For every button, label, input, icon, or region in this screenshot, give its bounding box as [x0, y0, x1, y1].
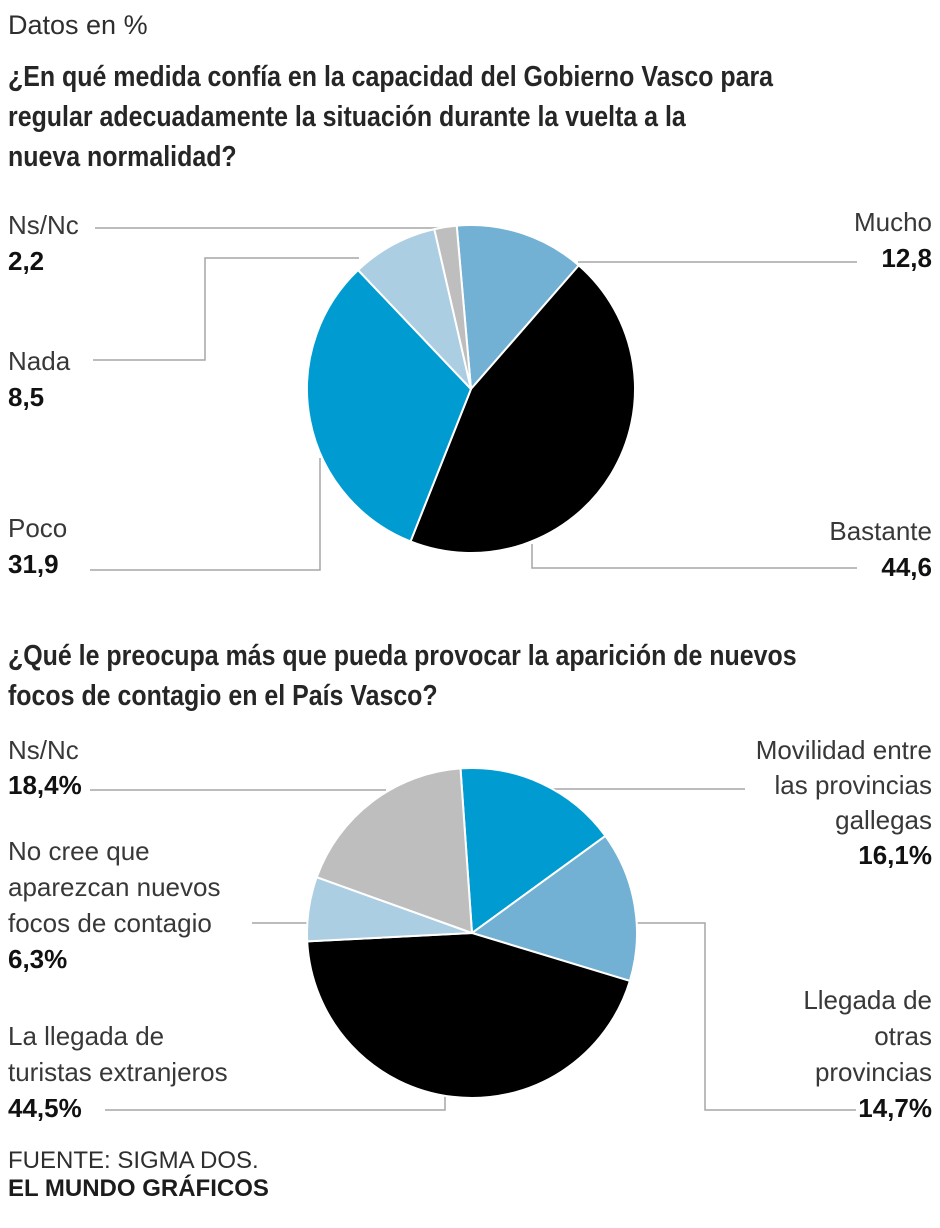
pie1-label-bastante: Bastante 44,6 — [829, 513, 932, 585]
pie-chart-2 — [305, 767, 638, 1100]
pie1-label-nada-name: Nada — [8, 346, 71, 376]
pie2-label-nsnc: Ns/Nc 18,4% — [8, 733, 82, 803]
pie1-label-poco-value: 31,9 — [8, 549, 59, 579]
pie-slice-la-llegada-de — [306, 932, 631, 1100]
pie1-label-nsnc-value: 2,2 — [8, 246, 45, 276]
source-credit: FUENTE: SIGMA DOS. EL MUNDO GRÁFICOS — [8, 1147, 269, 1203]
pie-slice-movilidad-entre — [459, 767, 607, 934]
leader-line-llegada — [637, 922, 856, 1111]
pie-slice-bastante — [409, 264, 636, 554]
pie1-label-nada: Nada 8,5 — [8, 343, 70, 415]
leader-line-turistas — [105, 1092, 446, 1111]
pie-chart-1 — [306, 224, 636, 554]
pie-slice-ns-nc — [433, 224, 472, 390]
pie2-label-nocree-name: No cree que aparezcan nuevos focos de co… — [8, 836, 221, 938]
pie1-label-mucho: Mucho 12,8 — [854, 204, 932, 276]
pie2-label-nocree-value: 6,3% — [8, 944, 68, 974]
pie1-label-poco: Poco 31,9 — [8, 510, 67, 582]
leader-line-poco — [90, 458, 321, 571]
pie1-label-bastante-name: Bastante — [829, 516, 932, 546]
pie2-label-nsnc-value: 18,4% — [8, 770, 82, 800]
source-brand: EL MUNDO GRÁFICOS — [8, 1175, 269, 1202]
units-note: Datos en % — [8, 10, 148, 40]
pie-slice-mucho — [455, 224, 580, 390]
pie1-label-mucho-value: 12,8 — [881, 243, 932, 273]
pie2-label-turistas: La llegada de turistas extranjeros 44,5% — [8, 1018, 228, 1126]
pie2-label-turistas-name: La llegada de turistas extranjeros — [8, 1021, 228, 1087]
leader-line-nada — [93, 257, 359, 361]
pie1-label-bastante-value: 44,6 — [881, 552, 932, 582]
pie-slice-poco — [306, 269, 472, 543]
leader-line-bastante — [531, 544, 857, 569]
pie1-label-mucho-name: Mucho — [853, 207, 932, 237]
pie1-label-nsnc: Ns/Nc 2,2 — [8, 207, 79, 279]
pie1-label-nada-value: 8,5 — [8, 382, 45, 412]
pie2-label-turistas-value: 44,5% — [8, 1093, 82, 1123]
pie2-label-movilidad-name: Movilidad entre las provincias gallegas — [755, 735, 932, 835]
pie-slice-ns-nc — [315, 767, 473, 934]
pie1-label-nsnc-name: Ns/Nc — [8, 210, 79, 240]
chart1-title: ¿En qué medida confía en la capacidad de… — [8, 61, 774, 173]
pie2-label-nsnc-name: Ns/Nc — [8, 735, 79, 765]
pie2-label-llegada-value: 14,7% — [858, 1093, 932, 1123]
pie2-label-movilidad-value: 16,1% — [858, 840, 932, 870]
pie2-label-movilidad: Movilidad entre las provincias gallegas … — [756, 733, 932, 873]
source-fuente: FUENTE: SIGMA DOS. — [8, 1147, 259, 1174]
chart2-title: ¿Qué le preocupa más que pueda provocar … — [8, 640, 797, 712]
pie2-label-nocree: No cree que aparezcan nuevos focos de co… — [8, 833, 220, 977]
pie2-label-llegada-name: Llegada de otras provincias — [803, 985, 932, 1087]
pie1-label-poco-name: Poco — [8, 513, 68, 543]
pie2-label-llegada: Llegada de otras provincias 14,7% — [803, 982, 932, 1126]
